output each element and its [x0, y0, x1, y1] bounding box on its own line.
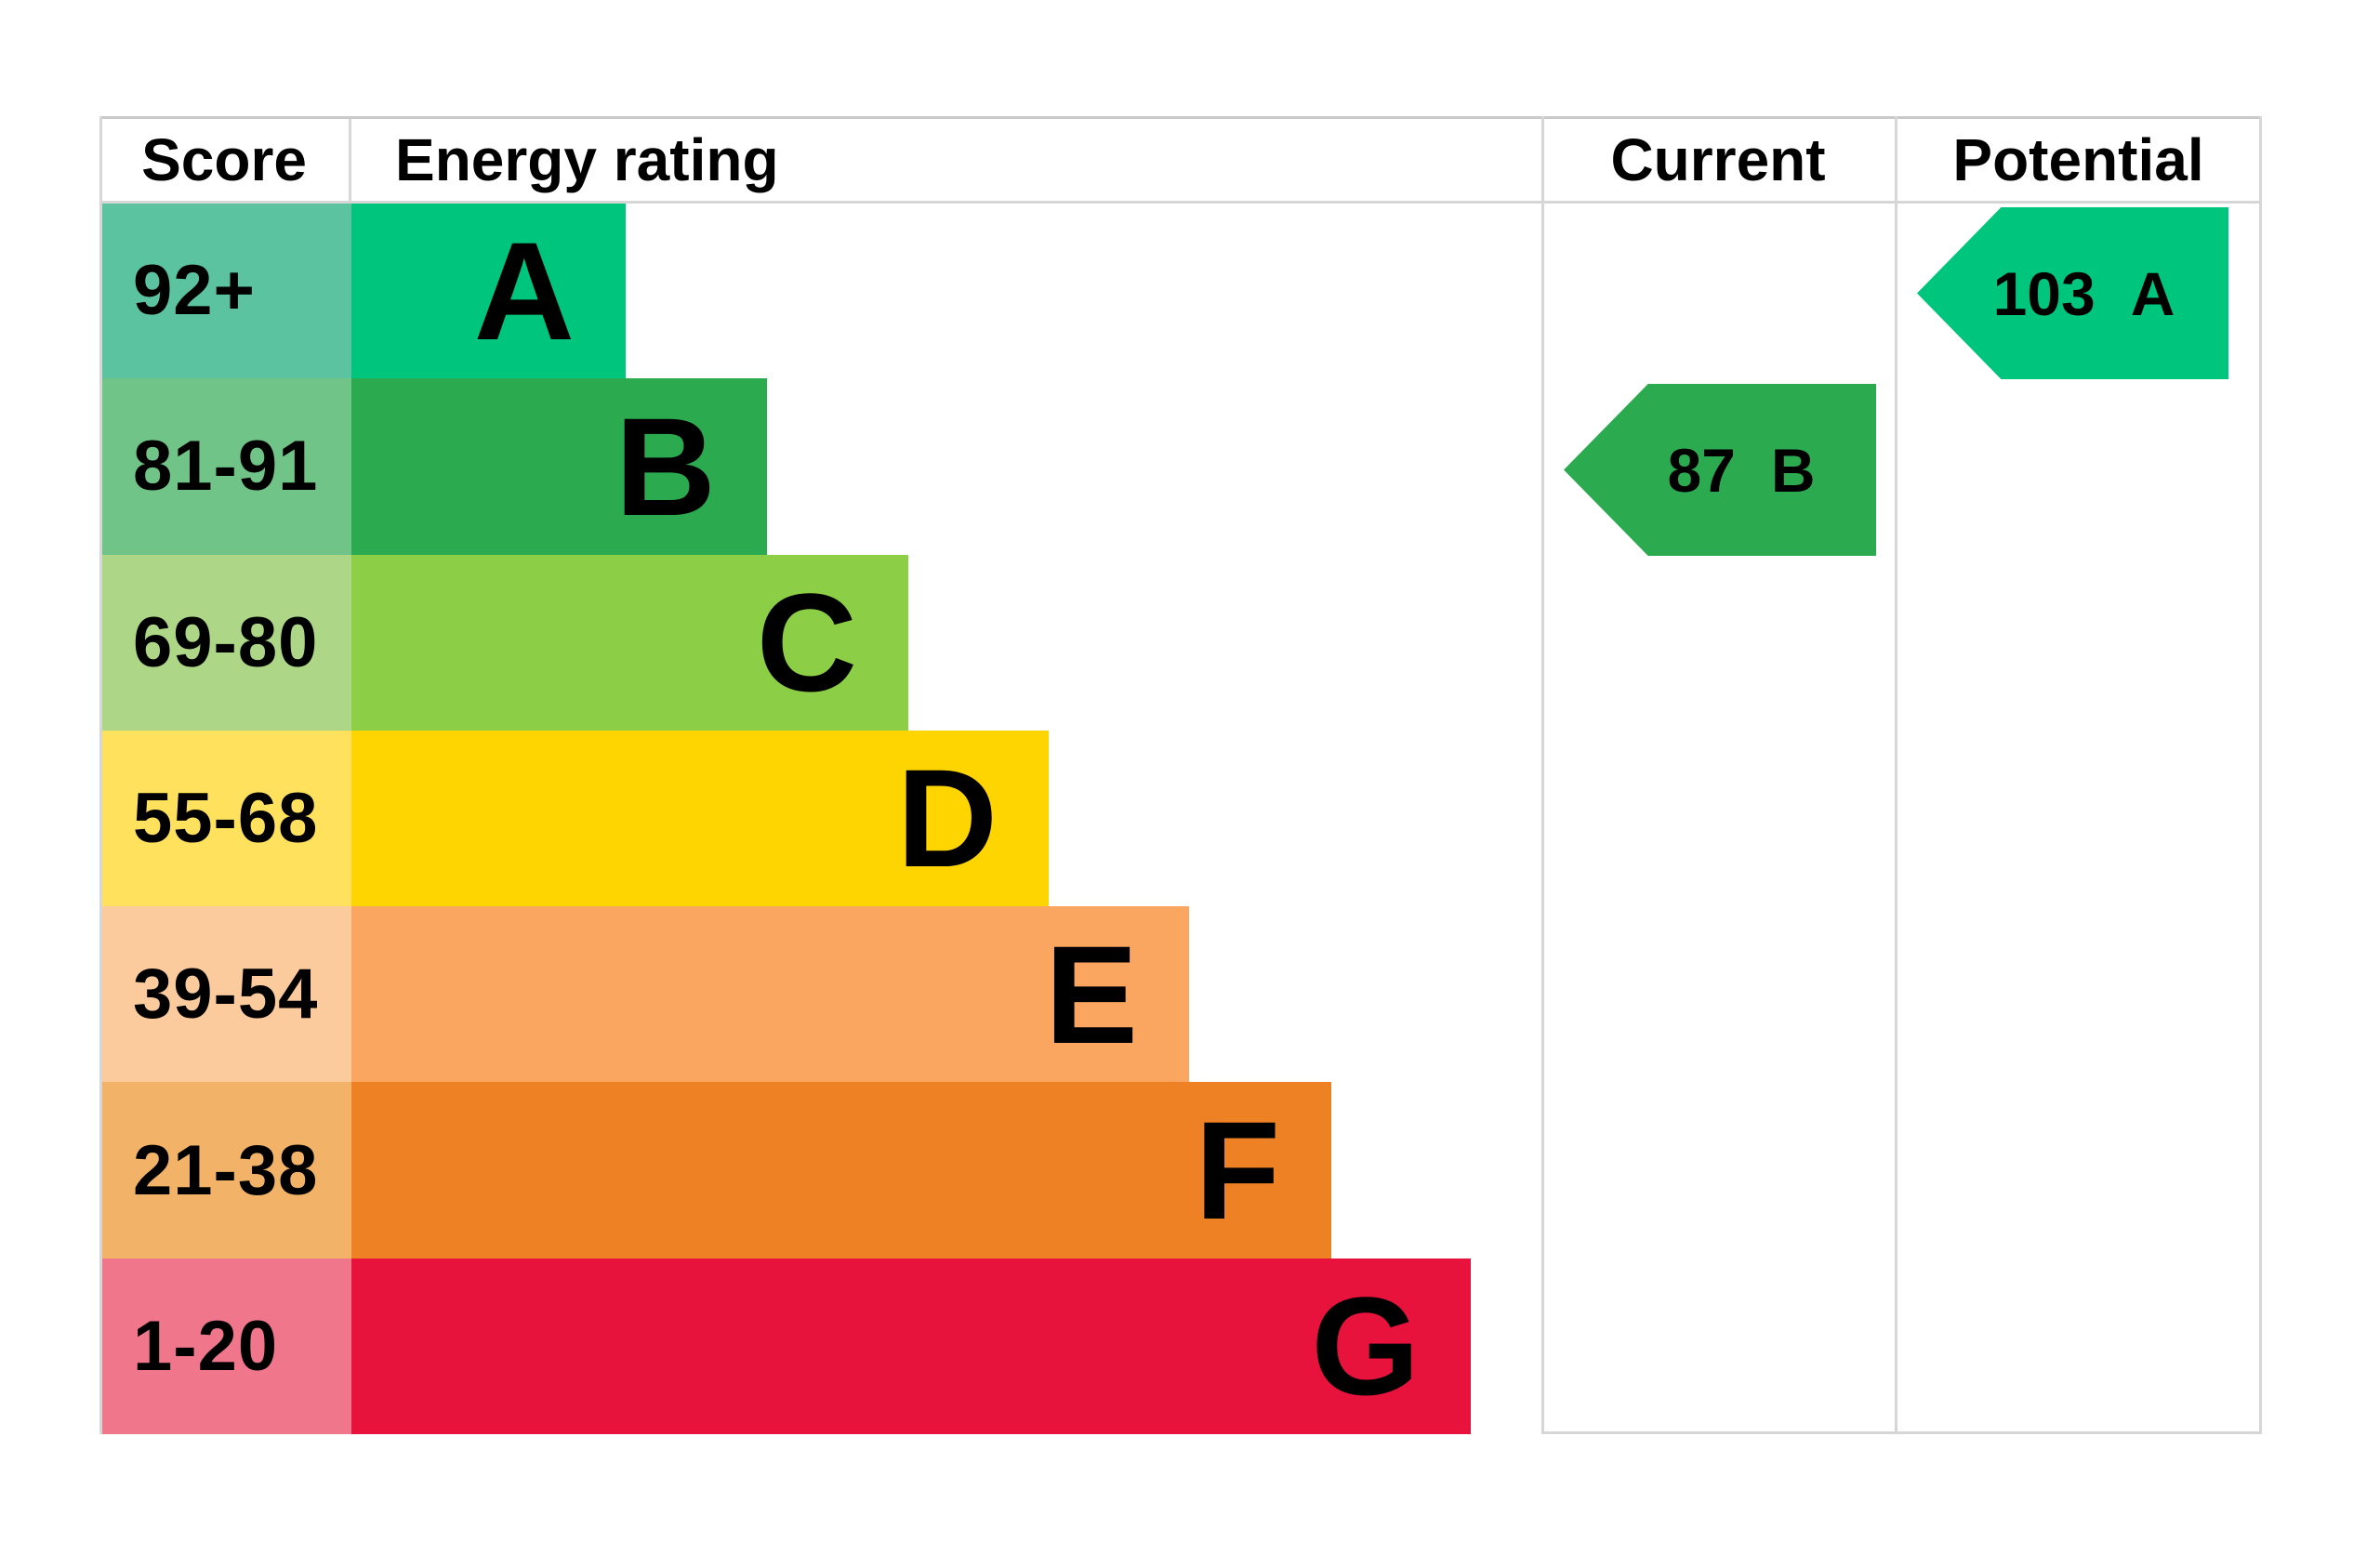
- score-cell-g: 1-20: [99, 1258, 351, 1434]
- potential-column-separator: [1895, 116, 1897, 1434]
- band-letter-c: C: [756, 564, 857, 721]
- score-cell-c: 69-80: [99, 554, 351, 731]
- table-left-border: [99, 116, 102, 1434]
- score-cell-a: 92+: [99, 203, 351, 379]
- band-bar-f: F: [351, 1082, 1331, 1259]
- header-bottom-border: [99, 201, 2262, 204]
- current-column-separator: [1541, 116, 1544, 1434]
- band-row-c: 69-80 C: [99, 554, 2262, 731]
- band-bar-d: D: [351, 730, 1049, 907]
- table-right-border: [2259, 116, 2262, 1434]
- score-cell-e: 39-54: [99, 906, 351, 1083]
- current-score-value: 87: [1667, 435, 1736, 505]
- score-cell-f: 21-38: [99, 1082, 351, 1259]
- header-row: Score Energy rating Current Potential: [99, 116, 2262, 203]
- band-letter-d: D: [896, 740, 998, 897]
- potential-score-value: 103: [1992, 258, 2096, 328]
- epc-table: Score Energy rating Current Potential 92…: [99, 116, 2262, 1434]
- potential-rating-letter: A: [2130, 258, 2175, 328]
- score-cell-b: 81-91: [99, 378, 351, 555]
- band-rows: 92+ A 81-91 B 69-80 C 55-68: [99, 203, 2262, 1434]
- band-letter-g: G: [1311, 1268, 1420, 1425]
- score-cell-d: 55-68: [99, 730, 351, 907]
- column-header-score: Score: [99, 116, 351, 203]
- table-bottom-border: [1541, 1431, 2262, 1434]
- band-row-e: 39-54 E: [99, 906, 2262, 1083]
- band-letter-a: A: [473, 212, 575, 369]
- band-row-b: 81-91 B: [99, 378, 2262, 555]
- current-rating-letter: B: [1770, 435, 1816, 505]
- band-row-a: 92+ A: [99, 203, 2262, 379]
- table-top-border: [99, 116, 2262, 119]
- band-bar-a: A: [351, 203, 626, 379]
- column-header-current: Current: [1610, 125, 1826, 193]
- band-bar-b: B: [351, 378, 767, 555]
- band-bar-e: E: [351, 906, 1189, 1083]
- band-letter-b: B: [615, 388, 716, 545]
- column-header-potential: Potential: [1952, 125, 2204, 193]
- column-header-energy-rating: Energy rating: [395, 125, 779, 193]
- band-row-g: 1-20 G: [99, 1258, 2262, 1434]
- band-letter-e: E: [1044, 916, 1138, 1073]
- band-letter-f: F: [1195, 1092, 1280, 1249]
- band-row-d: 55-68 D: [99, 730, 2262, 907]
- band-bar-c: C: [351, 554, 908, 731]
- band-row-f: 21-38 F: [99, 1082, 2262, 1259]
- band-bar-g: G: [351, 1258, 1471, 1434]
